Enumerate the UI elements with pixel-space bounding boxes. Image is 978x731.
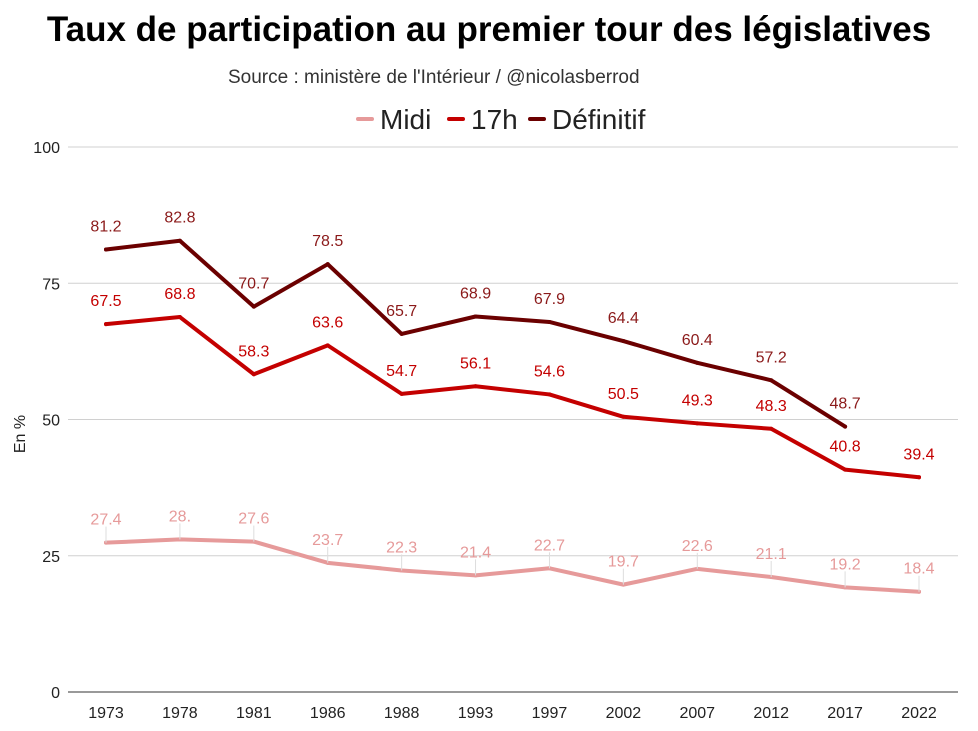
data-label: 28.	[169, 508, 191, 525]
data-label: 49.3	[682, 392, 713, 409]
data-label: 40.8	[830, 439, 861, 456]
data-label: 19.7	[608, 554, 639, 571]
data-label: 65.7	[386, 303, 417, 320]
data-point	[399, 331, 404, 336]
data-point	[695, 360, 700, 365]
data-label: 39.4	[903, 446, 934, 463]
data-point	[325, 262, 330, 267]
data-point	[695, 421, 700, 426]
x-tick-label: 2007	[679, 705, 715, 722]
grid-layer	[68, 146, 958, 693]
series-line	[104, 238, 848, 429]
chart-title: Taux de participation au premier tour de…	[46, 10, 932, 49]
data-label: 81.2	[90, 218, 121, 235]
data-label: 82.8	[164, 210, 195, 227]
data-point	[843, 424, 848, 429]
series-line	[104, 315, 921, 480]
data-label: 21.1	[756, 546, 787, 563]
data-label: 54.7	[386, 363, 417, 380]
data-point	[177, 238, 182, 243]
data-point	[843, 467, 848, 472]
x-tick-label: 1978	[162, 705, 198, 722]
data-point	[621, 414, 626, 419]
data-label: 58.3	[238, 343, 269, 360]
data-label: 48.3	[756, 398, 787, 415]
data-point	[399, 391, 404, 396]
data-point	[769, 426, 774, 431]
data-point	[251, 304, 256, 309]
legend-label: Définitif	[552, 104, 646, 135]
data-point	[104, 322, 108, 327]
data-label: 18.4	[903, 561, 934, 578]
data-label: 67.9	[534, 291, 565, 308]
data-point	[325, 343, 330, 348]
x-tick-label: 1997	[532, 705, 568, 722]
data-label: 23.7	[312, 532, 343, 549]
x-tick-label: 1988	[384, 705, 420, 722]
data-label: 48.7	[830, 396, 861, 413]
data-label: 22.7	[534, 537, 565, 554]
data-label: 22.6	[682, 538, 713, 555]
y-tick-label: 0	[51, 685, 60, 702]
x-tick-label: 2017	[827, 705, 863, 722]
data-point	[473, 384, 478, 389]
data-label: 21.4	[460, 544, 491, 561]
x-tick-label: 1986	[310, 705, 346, 722]
series-line	[104, 537, 921, 594]
x-tick-label: 2002	[606, 705, 642, 722]
y-tick-label: 100	[33, 140, 60, 157]
x-tick-label: 1993	[458, 705, 494, 722]
data-point	[621, 339, 626, 344]
x-tick-label: 2012	[753, 705, 789, 722]
data-point	[547, 319, 552, 324]
data-label: 50.5	[608, 386, 639, 403]
data-point	[547, 392, 552, 397]
data-label: 63.6	[312, 314, 343, 331]
legend-label: 17h	[471, 104, 518, 135]
data-point	[104, 247, 108, 252]
data-label: 78.5	[312, 233, 343, 250]
series-layer	[104, 238, 921, 594]
data-point	[251, 372, 256, 377]
y-tick-label: 25	[42, 549, 60, 566]
data-point	[177, 315, 182, 320]
chart-subtitle: Source : ministère de l'Intérieur / @nic…	[228, 67, 640, 88]
y-tick-label: 75	[42, 276, 60, 293]
data-label: 67.5	[90, 293, 121, 310]
data-label: 57.2	[756, 349, 787, 366]
axis-layer: 0 25 50 75 100 1973 1978 1981 1986 1988 1993 1997 20…	[12, 140, 937, 722]
data-label: 56.1	[460, 355, 491, 372]
legend-label: Midi	[380, 104, 431, 135]
x-tick-label: 1973	[88, 705, 124, 722]
data-label: 19.2	[830, 556, 861, 573]
x-tick-label: 2022	[901, 705, 937, 722]
legend: Midi 17h Définitif	[356, 104, 646, 135]
data-label: 27.6	[238, 511, 269, 528]
y-tick-label: 50	[42, 413, 60, 430]
x-tick-label: 1981	[236, 705, 272, 722]
data-label: 68.8	[164, 286, 195, 303]
data-label: 54.6	[534, 363, 565, 380]
data-point	[769, 378, 774, 383]
data-label-layer: 27.4 28. 27.6 23.7 22.3 21.4 22.7 19.7 22.6 21.1 1…	[90, 210, 935, 592]
data-label: 27.4	[90, 512, 121, 529]
data-point	[917, 475, 921, 480]
data-label: 64.4	[608, 310, 639, 327]
data-label: 60.4	[682, 332, 713, 349]
y-axis-title: En %	[12, 415, 29, 453]
data-label: 22.3	[386, 539, 417, 556]
data-point	[473, 314, 478, 319]
data-label: 68.9	[460, 285, 491, 302]
data-label: 70.7	[238, 276, 269, 293]
